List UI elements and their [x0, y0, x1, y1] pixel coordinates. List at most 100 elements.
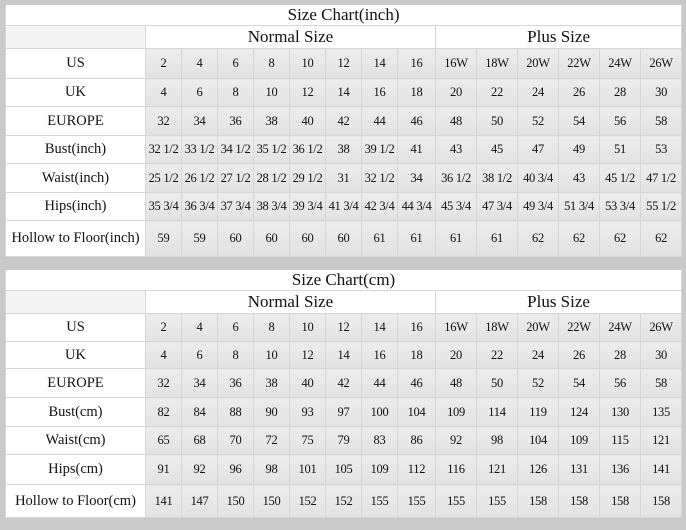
- size-cell: 22W: [558, 313, 600, 342]
- size-cell: 14: [325, 341, 362, 369]
- size-cell: 92: [435, 426, 477, 455]
- size-cell: 44: [361, 106, 398, 136]
- size-cell: 16: [397, 313, 436, 342]
- size-cell: 24: [517, 78, 559, 107]
- row-label: UK: [5, 78, 146, 107]
- table-row: Hips(inch) 35 3/4 36 3/4 37 3/4 38 3/4 39 3/4…: [5, 192, 683, 221]
- size-cell: 26: [558, 341, 600, 369]
- size-cell: 60: [325, 220, 362, 257]
- size-cell: 105: [325, 454, 362, 485]
- size-cell: 24: [517, 341, 559, 369]
- size-cell: 59: [145, 220, 182, 257]
- size-cell: 131: [558, 454, 600, 485]
- table-row: Waist(inch) 25 1/2 26 1/2 27 1/2 28 1/2 29 1/…: [5, 163, 683, 193]
- row-label: Hollow to Floor(cm): [5, 484, 146, 518]
- size-cell: 65: [145, 426, 182, 455]
- size-cell: 48: [435, 106, 477, 136]
- size-cell: 4: [181, 48, 218, 79]
- size-cell: 47 3/4: [476, 192, 518, 221]
- group-header-row: Normal Size Plus Size: [5, 25, 683, 49]
- size-cell: 16: [361, 78, 398, 107]
- size-cell: 116: [435, 454, 477, 485]
- size-cell: 155: [361, 484, 398, 518]
- size-cell: 55 1/2: [639, 192, 683, 221]
- size-cell: 22: [476, 341, 518, 369]
- size-cell: 51: [599, 135, 641, 164]
- size-cell: 20: [435, 341, 477, 369]
- size-cell: 20W: [517, 313, 559, 342]
- size-cell: 43: [558, 163, 600, 193]
- table-row: US 2 4 6 8 10 12 14 16 16W 18W 20W 22W 24W 26W: [5, 313, 683, 342]
- size-cell: 4: [145, 78, 182, 107]
- size-cell: 10: [289, 313, 326, 342]
- row-label: Bust(cm): [5, 397, 146, 427]
- table-row: Hips(cm) 91 92 96 98 101 105 109 112 116 121 126 131…: [5, 454, 683, 485]
- size-cell: 41 3/4: [325, 192, 362, 221]
- size-cell: 39 1/2: [361, 135, 398, 164]
- size-cell: 6: [181, 78, 218, 107]
- size-cell: 8: [253, 313, 290, 342]
- size-table: Size Chart(cm) Normal Size Plus Size US 2 4 6 8…: [4, 270, 683, 518]
- size-cell: 75: [289, 426, 326, 455]
- size-cell: 109: [558, 426, 600, 455]
- size-cell: 70: [217, 426, 254, 455]
- size-cell: 121: [639, 426, 683, 455]
- chart-title: Size Chart(cm): [4, 270, 683, 291]
- size-cell: 45 3/4: [435, 192, 477, 221]
- size-cell: 124: [558, 397, 600, 427]
- row-label: EUROPE: [5, 106, 146, 136]
- size-cell: 82: [145, 397, 182, 427]
- size-cell: 119: [517, 397, 559, 427]
- row-label: US: [5, 48, 146, 79]
- size-cell: 32 1/2: [145, 135, 182, 164]
- size-cell: 126: [517, 454, 559, 485]
- size-cell: 14: [361, 313, 398, 342]
- size-cell: 155: [476, 484, 518, 518]
- size-cell: 49: [558, 135, 600, 164]
- size-cell: 121: [476, 454, 518, 485]
- size-cell: 16: [397, 48, 436, 79]
- size-cell: 60: [289, 220, 326, 257]
- size-cell: 34: [181, 368, 218, 398]
- size-cell: 20W: [517, 48, 559, 79]
- row-label: Waist(cm): [5, 426, 146, 455]
- size-cell: 18W: [476, 313, 518, 342]
- size-cell: 49 3/4: [517, 192, 559, 221]
- size-cell: 34: [397, 163, 436, 193]
- table-row: Bust(cm) 82 84 88 90 93 97 100 104 109 114 119 124 13…: [5, 397, 683, 427]
- size-cell: 33 1/2: [181, 135, 218, 164]
- size-cell: 158: [558, 484, 600, 518]
- size-cell: 152: [325, 484, 362, 518]
- size-cell: 72: [253, 426, 290, 455]
- size-cell: 12: [325, 313, 362, 342]
- size-cell: 36 1/2: [289, 135, 326, 164]
- size-cell: 150: [217, 484, 254, 518]
- size-cell: 46: [397, 368, 436, 398]
- size-cell: 52: [517, 368, 559, 398]
- size-cell: 115: [599, 426, 641, 455]
- plus-size-header: Plus Size: [434, 25, 683, 49]
- size-cell: 53: [639, 135, 683, 164]
- table-row: EUROPE 32 34 36 38 40 42 44 46 48 50 52 54 56 58: [5, 368, 683, 398]
- size-cell: 98: [476, 426, 518, 455]
- size-cell: 38: [325, 135, 362, 164]
- size-cell: 90: [253, 397, 290, 427]
- size-cell: 32: [145, 368, 182, 398]
- normal-size-header: Normal Size: [145, 25, 436, 49]
- size-cell: 48: [435, 368, 477, 398]
- size-cell: 62: [599, 220, 641, 257]
- size-cell: 18: [397, 78, 436, 107]
- size-cell: 42 3/4: [361, 192, 398, 221]
- size-cell: 54: [558, 106, 600, 136]
- size-cell: 155: [397, 484, 436, 518]
- size-cell: 61: [397, 220, 436, 257]
- size-cell: 56: [599, 106, 641, 136]
- size-cell: 61: [361, 220, 398, 257]
- size-cell: 12: [289, 341, 326, 369]
- table-row: UK 4 6 8 10 12 14 16 18 20 22 24 26 28 30: [5, 78, 683, 107]
- size-cell: 158: [517, 484, 559, 518]
- size-cell: 136: [599, 454, 641, 485]
- title-row: Size Chart(inch): [4, 5, 683, 26]
- row-label: EUROPE: [5, 368, 146, 398]
- size-cell: 18W: [476, 48, 518, 79]
